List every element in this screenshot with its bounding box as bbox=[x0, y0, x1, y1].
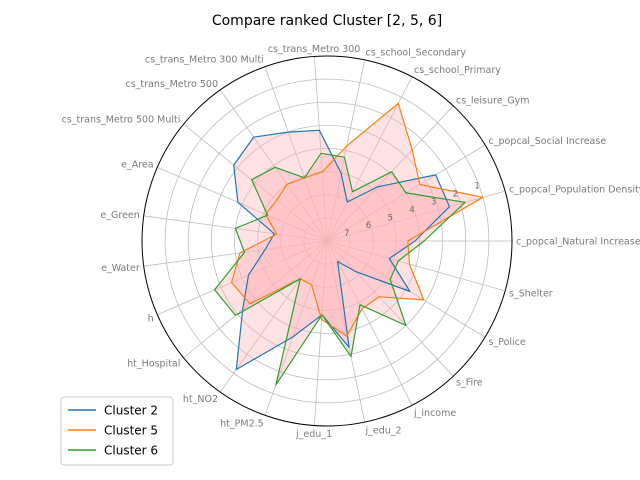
radial-tick-label: 2 bbox=[453, 190, 458, 200]
axis-label: ht_NO2 bbox=[183, 394, 218, 405]
axis-label: cs_leisure_Gym bbox=[456, 95, 530, 106]
grid-spoke bbox=[326, 240, 413, 406]
grid-spoke bbox=[157, 240, 328, 316]
legend-label: Cluster 6 bbox=[104, 444, 158, 458]
radial-tick-label: 7 bbox=[344, 229, 349, 239]
radial-tick-label: 1 bbox=[474, 182, 479, 192]
series-line-layer bbox=[214, 102, 484, 386]
legend-frame bbox=[60, 396, 174, 466]
radial-tick-label: 6 bbox=[366, 221, 371, 231]
grid-spoke bbox=[326, 105, 454, 242]
axis-label: e_Water bbox=[101, 263, 140, 274]
axis-label: e_Green bbox=[100, 210, 139, 221]
axis-label: h bbox=[148, 313, 154, 324]
axis-label: j_income bbox=[413, 408, 456, 419]
legend-label: Cluster 5 bbox=[104, 424, 158, 438]
axis-label: c_popcal_Natural Increase bbox=[516, 237, 640, 248]
radial-tick-label: 4 bbox=[409, 205, 414, 215]
grid-spoke bbox=[219, 89, 328, 242]
grid-spoke bbox=[313, 56, 328, 242]
axis-label: ht_Hospital bbox=[127, 358, 180, 369]
axis-label: s_Shelter bbox=[509, 289, 553, 300]
radar-grid bbox=[141, 55, 513, 427]
radial-tick-labels: 1 2 3 4 5 6 7 bbox=[344, 182, 480, 240]
radial-tick-label: 3 bbox=[431, 198, 436, 208]
grid-spoke bbox=[219, 240, 328, 393]
grid-spoke bbox=[326, 240, 366, 423]
series-fill-3 bbox=[214, 153, 466, 385]
grid-spoke bbox=[326, 240, 506, 292]
axis-label: cs_trans_Metro 500 bbox=[125, 79, 218, 90]
grid-spoke bbox=[183, 240, 328, 359]
grid-spoke bbox=[326, 240, 486, 338]
axis-label: cs_trans_Metro 500 Multi bbox=[62, 115, 181, 126]
axis-label: cs_trans_Metro 300 Multi bbox=[145, 55, 264, 66]
axis-label: s_Police bbox=[489, 337, 526, 348]
grid-spoke bbox=[326, 240, 454, 377]
axis-label: e_Area bbox=[121, 160, 153, 171]
axis-label: cs_trans_Metro 300 bbox=[268, 44, 361, 55]
axis-label: j_edu_1 bbox=[295, 429, 332, 440]
axis-label: j_edu_2 bbox=[365, 426, 402, 437]
axis-label: cs_school_Primary bbox=[414, 65, 501, 76]
axis-labels: c_popcal_Natural Increase c_popcal_Popula… bbox=[62, 44, 640, 440]
outer-frame bbox=[141, 55, 513, 427]
series-fill-2 bbox=[231, 103, 483, 337]
axis-label: s_Fire bbox=[456, 378, 483, 389]
series-fill-1 bbox=[233, 130, 450, 370]
axis-label: cs_school_Secondary bbox=[366, 48, 467, 59]
radial-tick-label: 5 bbox=[387, 213, 392, 223]
grid-spoke bbox=[157, 166, 328, 242]
axis-label: c_popcal_Social Increase bbox=[489, 136, 607, 147]
series-fill-layer bbox=[214, 103, 483, 385]
legend: Cluster 2 Cluster 5 Cluster 6 bbox=[60, 396, 174, 466]
series-line-1 bbox=[233, 129, 451, 371]
grid-spoke bbox=[264, 66, 328, 242]
grid-spoke bbox=[143, 240, 328, 267]
series-line-3 bbox=[214, 152, 466, 386]
axis-label: ht_PM2.5 bbox=[220, 418, 264, 429]
grid-spoke bbox=[326, 59, 366, 242]
chart-title: Compare ranked Cluster [2, 5, 6] bbox=[212, 13, 442, 29]
grid-spoke bbox=[183, 123, 328, 242]
axis-label: c_popcal_Population Density bbox=[509, 184, 640, 195]
grid-spoke bbox=[326, 190, 506, 242]
grid-spoke bbox=[313, 240, 328, 426]
legend-label: Cluster 2 bbox=[104, 404, 158, 418]
grid-spoke bbox=[264, 240, 328, 416]
